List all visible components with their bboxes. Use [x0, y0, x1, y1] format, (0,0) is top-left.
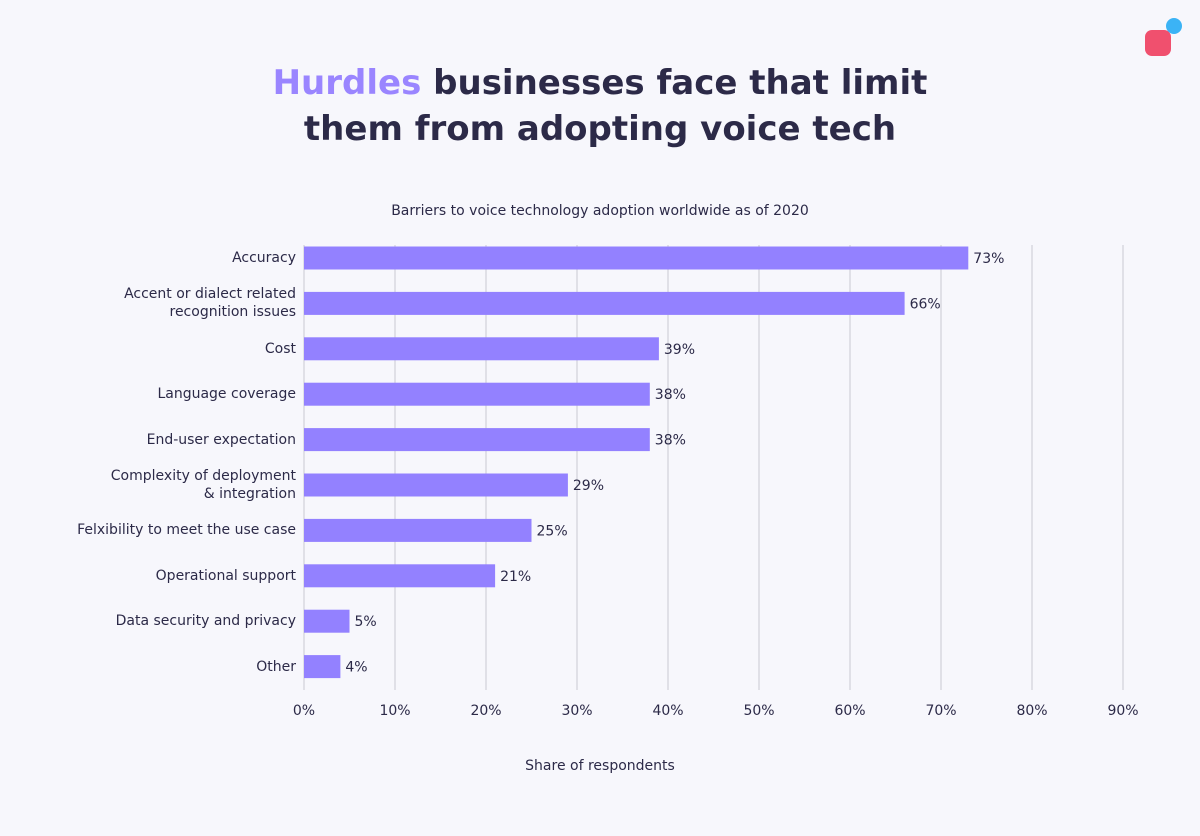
y-tick-label: Accent or dialect related recognition is… [124, 286, 296, 321]
y-tick-label: Felxibility to meet the use case [77, 522, 296, 539]
y-tick-label: Accuracy [232, 250, 296, 266]
x-tick-label: 40% [652, 703, 683, 719]
value-label: 38% [655, 433, 686, 449]
chart-title: Hurdles businesses face that limit them … [0, 60, 1200, 152]
y-tick-label: Other [256, 658, 296, 675]
bar [304, 246, 969, 270]
title-highlight: Hurdles [272, 63, 422, 103]
x-tick-label: 0% [293, 703, 315, 719]
y-tick-label: Complexity of deployment & integration [110, 468, 296, 502]
x-tick-label: 20% [470, 703, 501, 719]
value-label: 4% [345, 660, 367, 676]
bar [304, 428, 650, 452]
value-label: 38% [655, 387, 686, 403]
value-label: 66% [910, 296, 941, 312]
bar [304, 564, 496, 588]
x-tick-label: 30% [561, 703, 592, 719]
x-tick-label: 90% [1107, 703, 1138, 719]
bar [304, 518, 532, 542]
bar [304, 291, 905, 315]
bar [304, 473, 568, 497]
chart-subtitle: Barriers to voice technology adoption wo… [391, 203, 809, 219]
bar [304, 655, 341, 679]
x-tick-label: 50% [743, 703, 774, 719]
bar [304, 337, 659, 361]
x-tick-label: 60% [834, 703, 865, 719]
x-tick-label: 70% [925, 703, 956, 719]
y-tick-label: Language coverage [157, 386, 296, 403]
x-axis-title: Share of respondents [525, 758, 675, 774]
value-label: 21% [500, 569, 531, 585]
value-label: 29% [573, 478, 604, 494]
y-tick-label: Data security and privacy [115, 613, 296, 630]
y-tick-label: Operational support [155, 567, 296, 584]
logo-bubble [1166, 18, 1182, 34]
value-label: 73% [973, 251, 1004, 267]
x-tick-label: 80% [1016, 703, 1047, 719]
y-tick-label: Cost [264, 340, 296, 357]
x-tick-label: 10% [379, 703, 410, 719]
bar [304, 382, 650, 406]
title-text: businesses face that limit them from ado… [303, 63, 928, 149]
logo [1145, 18, 1182, 56]
value-label: 39% [664, 342, 695, 358]
bar [304, 609, 350, 633]
value-label: 25% [537, 523, 568, 539]
logo-square [1145, 30, 1171, 56]
value-label: 5% [355, 614, 377, 630]
y-tick-label: End-user expectation [146, 431, 296, 448]
